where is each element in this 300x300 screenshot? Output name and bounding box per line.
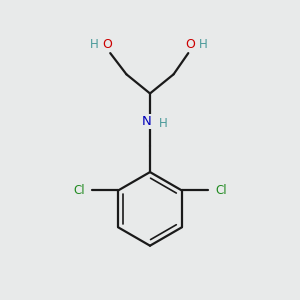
Text: H: H bbox=[199, 38, 208, 51]
Text: H: H bbox=[159, 117, 168, 130]
Text: H: H bbox=[90, 38, 98, 51]
Text: Cl: Cl bbox=[215, 184, 226, 197]
Text: N: N bbox=[142, 115, 152, 128]
Text: O: O bbox=[102, 38, 112, 51]
Text: Cl: Cl bbox=[74, 184, 85, 197]
Text: O: O bbox=[185, 38, 195, 51]
